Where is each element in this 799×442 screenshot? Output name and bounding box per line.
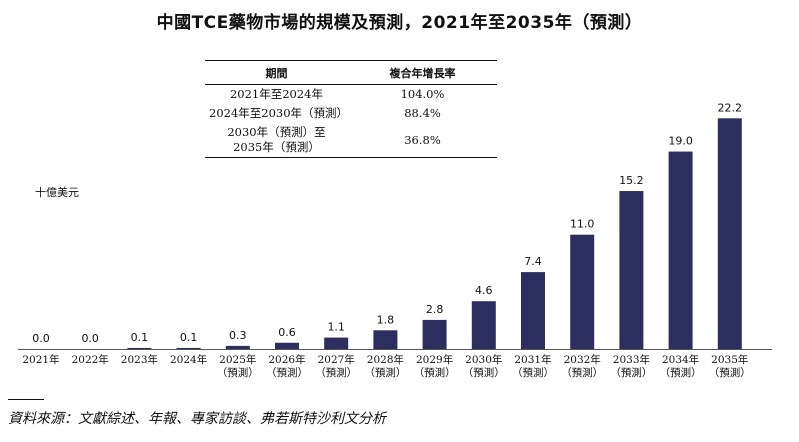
x-tick-label: 2025年	[219, 353, 256, 366]
bar	[570, 234, 595, 349]
data-label: 4.6	[475, 284, 493, 297]
cagr-table-header-period: 期間	[205, 60, 348, 85]
x-tick-forecast-label: （預測）	[512, 366, 554, 379]
bar	[373, 330, 398, 349]
cagr-table-period: 2024年至2030年（預測）	[205, 104, 348, 123]
bar	[668, 151, 693, 349]
x-tick-forecast-label: （預測）	[217, 366, 259, 379]
x-tick-forecast-label: （預測）	[364, 366, 406, 379]
bar	[717, 118, 742, 349]
data-label: 11.0	[570, 218, 595, 231]
data-label: 0.0	[32, 332, 50, 345]
data-label: 0.6	[278, 326, 296, 339]
data-label: 22.2	[718, 101, 743, 114]
data-label: 7.4	[524, 255, 542, 268]
cagr-table-value: 36.8%	[348, 123, 497, 158]
source-note: 資料來源：文獻綜述、年報、專家訪談、弗若斯特沙利文分析	[8, 411, 386, 427]
x-tick-label: 2028年	[367, 353, 404, 366]
x-tick-label: 2024年	[170, 353, 207, 366]
cagr-table-row: 2021年至2024年 104.0%	[205, 85, 497, 105]
data-label: 19.0	[668, 135, 693, 148]
x-tick-forecast-label: （預測）	[414, 366, 456, 379]
data-label: 0.1	[131, 331, 149, 344]
cagr-table-header-cagr: 複合年增長率	[348, 60, 497, 85]
cagr-table-period-line: 2030年（預測）至	[227, 125, 326, 139]
data-label: 1.1	[327, 321, 345, 334]
chart-title: 中國TCE藥物市場的規模及預測，2021年至2035年（預測）	[156, 13, 643, 33]
x-tick-label: 2030年	[465, 353, 502, 366]
x-tick-label: 2021年	[22, 353, 59, 366]
data-label: 1.8	[377, 313, 395, 326]
bar	[471, 301, 496, 349]
x-tick-forecast-label: （預測）	[561, 366, 603, 379]
x-tick-label: 2034年	[662, 353, 699, 366]
x-tick-forecast-label: （預測）	[463, 366, 505, 379]
x-tick-label: 2023年	[121, 353, 158, 366]
cagr-table-period: 2021年至2024年	[205, 85, 348, 105]
bar	[422, 319, 447, 349]
cagr-table-period-line: 2021年至2024年	[229, 87, 324, 101]
bar	[176, 347, 201, 349]
cagr-table-period: 2030年（預測）至 2035年（預測）	[205, 123, 348, 158]
x-tick-label: 2033年	[613, 353, 650, 366]
data-label: 2.8	[426, 303, 444, 316]
cagr-table-row: 2024年至2030年（預測） 88.4%	[205, 104, 497, 123]
x-tick-label: 2035年	[711, 353, 748, 366]
x-tick-label: 2022年	[72, 353, 109, 366]
x-tick-label: 2026年	[268, 353, 305, 366]
x-tick-forecast-label: （預測）	[660, 366, 702, 379]
cagr-table-row: 2030年（預測）至 2035年（預測） 36.8%	[205, 123, 497, 158]
data-label: 0.3	[229, 329, 247, 342]
source-divider	[8, 399, 44, 400]
cagr-table-period-line: 2035年（預測）	[233, 140, 320, 154]
cagr-table: 期間 複合年增長率 2021年至2024年 104.0% 2024年至2030年…	[205, 60, 497, 158]
x-tick-forecast-label: （預測）	[266, 366, 308, 379]
data-label: 15.2	[619, 174, 644, 187]
x-tick-label: 2032年	[564, 353, 601, 366]
x-tick-forecast-label: （預測）	[709, 366, 751, 379]
x-tick-forecast-label: （預測）	[610, 366, 652, 379]
y-axis-unit-label: 十億美元	[35, 186, 79, 199]
bar	[275, 342, 299, 349]
cagr-table-value: 88.4%	[404, 106, 441, 120]
bar	[619, 191, 644, 349]
data-label: 0.1	[180, 331, 198, 344]
bar	[521, 272, 545, 349]
x-tick-label: 2027年	[318, 353, 355, 366]
cagr-table-period-line: 2024年至2030年（預測）	[209, 106, 349, 120]
cagr-table-value: 104.0%	[400, 87, 445, 101]
cagr-table-header-row: 期間 複合年增長率	[205, 60, 497, 85]
data-label: 0.0	[81, 332, 99, 345]
bar-chart: 0.0 2021年 0.0 2022年 0.1 2023年 0.1 2024年 0.3 2025年…	[18, 101, 772, 379]
x-tick-forecast-label: （預測）	[315, 366, 357, 379]
bar	[225, 345, 250, 349]
x-tick-label: 2029年	[416, 353, 453, 366]
x-tick-label: 2031年	[514, 353, 551, 366]
bar	[127, 347, 152, 349]
bar	[324, 337, 349, 349]
